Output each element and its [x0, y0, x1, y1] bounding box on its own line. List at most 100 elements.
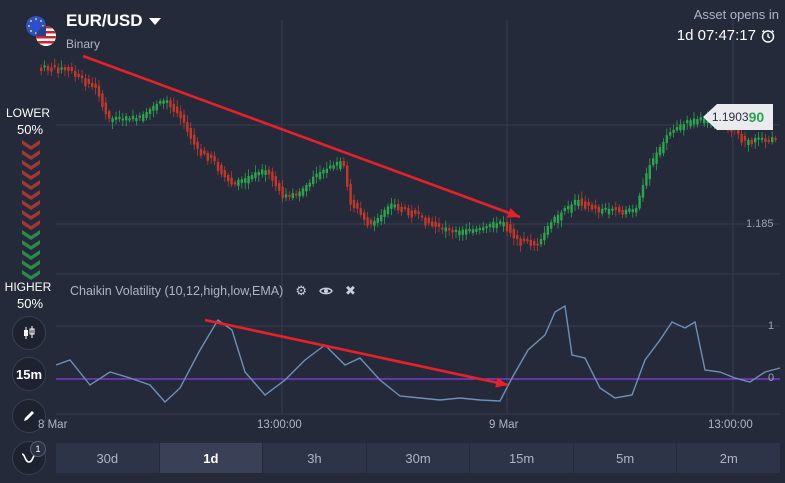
- candle-body: [386, 206, 390, 215]
- candle-body: [771, 137, 774, 143]
- candle-body: [390, 203, 393, 209]
- tab-1d[interactable]: 1d: [159, 443, 264, 473]
- candle-body: [145, 112, 148, 119]
- trend-arrows: [82, 54, 521, 388]
- candle-body: [420, 215, 424, 218]
- price-highlight: 90: [748, 109, 765, 125]
- candle-body: [148, 108, 152, 114]
- candle-body: [573, 199, 577, 206]
- candle-body: [63, 67, 67, 71]
- candle-body: [519, 238, 522, 246]
- price-axis-label: 1.185: [746, 218, 774, 230]
- candle-body: [499, 221, 502, 224]
- tab-15m[interactable]: 15m: [470, 443, 574, 473]
- candle-body: [516, 234, 519, 240]
- countdown: 1d 07:47:17: [677, 27, 775, 44]
- candle-body: [223, 169, 226, 178]
- candle-body: [774, 138, 777, 141]
- asset-selector[interactable]: EUR/USD: [66, 11, 161, 31]
- tab-2m[interactable]: 2m: [719, 450, 738, 466]
- candle-body: [662, 142, 665, 154]
- candle-body: [271, 171, 274, 181]
- drawing-tools-button[interactable]: [12, 399, 46, 433]
- candle-body: [665, 135, 668, 144]
- candle-body: [703, 118, 706, 124]
- candle-body: [213, 156, 216, 162]
- current-price-tag: 1.1903 90: [703, 104, 773, 130]
- candle-body: [533, 241, 536, 246]
- candle-body: [230, 177, 233, 185]
- candle-body: [359, 208, 362, 215]
- sentiment-chevron: [22, 210, 40, 220]
- candle-body: [679, 124, 682, 131]
- tab-30m[interactable]: 30m: [367, 443, 471, 473]
- candle-body: [410, 210, 413, 218]
- gear-icon[interactable]: ⚙: [295, 283, 307, 298]
- candle-body: [288, 194, 291, 197]
- tab-3h[interactable]: 3h: [263, 443, 367, 473]
- sentiment-chevron: [22, 140, 40, 150]
- candle-body: [315, 173, 318, 178]
- candle-body: [563, 207, 566, 212]
- candle-body: [216, 161, 220, 171]
- candle-body: [451, 229, 454, 233]
- candle-body: [206, 152, 209, 161]
- candle-body: [397, 204, 400, 211]
- sentiment-chevron: [22, 190, 40, 200]
- tab-30d[interactable]: 30d: [56, 443, 160, 473]
- candle-body: [767, 139, 770, 142]
- candle-body: [291, 193, 294, 199]
- candle-body: [335, 161, 339, 166]
- candle-body: [128, 118, 131, 121]
- candle-body: [46, 66, 50, 71]
- candle-body: [655, 152, 658, 164]
- sentiment-chevron: [22, 250, 40, 260]
- candle-body: [760, 137, 764, 140]
- candle-body: [495, 223, 498, 229]
- candle-body: [431, 221, 434, 227]
- candle-body: [509, 224, 512, 233]
- candle-body: [461, 229, 464, 235]
- candle-body: [403, 206, 407, 209]
- candle-body: [77, 73, 80, 77]
- candle-body: [176, 106, 179, 114]
- candle-body: [590, 204, 594, 210]
- candle-body: [383, 209, 386, 217]
- candle-body: [444, 227, 447, 232]
- candle-body: [754, 137, 757, 143]
- candle-body: [50, 67, 53, 72]
- candle-body: [179, 111, 182, 119]
- chart-grid: [56, 20, 780, 415]
- indicator-label: Chaikin Volatility (10,12,high,low,EMA) …: [70, 283, 356, 299]
- candle-body: [560, 212, 563, 221]
- timeframe-button[interactable]: 15m: [12, 357, 46, 391]
- candle-body: [57, 67, 60, 74]
- candle-body: [536, 243, 539, 246]
- candle-body: [675, 127, 679, 131]
- tab-5m[interactable]: 5m: [574, 443, 678, 473]
- candle-body: [658, 147, 662, 156]
- candle-body: [274, 176, 277, 187]
- chart-type-button[interactable]: [12, 316, 46, 350]
- candle-body: [346, 165, 349, 187]
- candle-body: [546, 226, 549, 235]
- candle-body: [407, 208, 410, 216]
- eye-icon[interactable]: [319, 284, 333, 299]
- clock-icon: [761, 29, 775, 43]
- option-type: Binary: [66, 37, 101, 51]
- sentiment-chevron: [22, 170, 40, 180]
- candle-body: [278, 183, 281, 192]
- candle-body: [539, 239, 543, 245]
- close-icon[interactable]: ✖: [344, 283, 356, 298]
- candle-body: [645, 173, 648, 186]
- candle-body: [631, 209, 634, 213]
- sentiment-chevron: [22, 220, 40, 230]
- volatility-series: [55, 304, 781, 404]
- candle-body: [505, 221, 509, 232]
- candle-body: [60, 67, 63, 70]
- candle-body: [298, 191, 301, 197]
- candle-body: [159, 100, 162, 104]
- candle-body: [366, 217, 369, 226]
- candle-body: [247, 175, 250, 184]
